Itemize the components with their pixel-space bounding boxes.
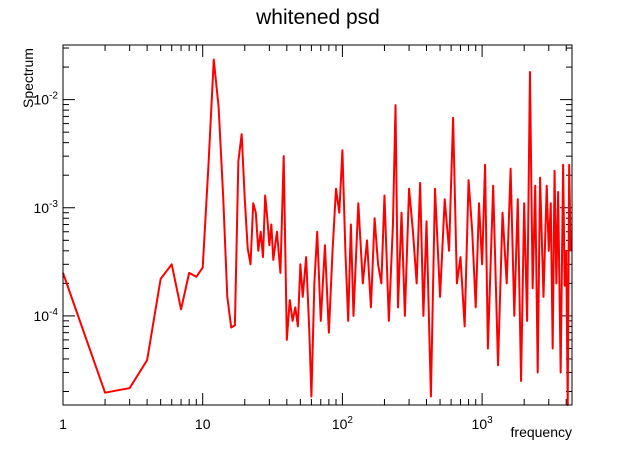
x-tick-label: 10 [195, 416, 211, 432]
y-tick-label: 10-4 [34, 307, 59, 324]
x-axis-label: frequency [511, 424, 572, 440]
y-tick-label: 10-3 [34, 199, 59, 216]
series-line [62, 58, 572, 406]
x-tick-label: 103 [472, 415, 494, 432]
y-tick-label: 10-2 [34, 91, 59, 108]
x-tick-label: 1 [59, 416, 67, 432]
plot-area: 1 10 102 103 10-4 10-3 10-2 [34, 45, 572, 432]
plot-frame [62, 44, 573, 406]
x-tick-label: 102 [332, 415, 354, 432]
chart-title: whitened psd [255, 6, 380, 29]
y-axis-label: Spectrum [20, 48, 36, 108]
